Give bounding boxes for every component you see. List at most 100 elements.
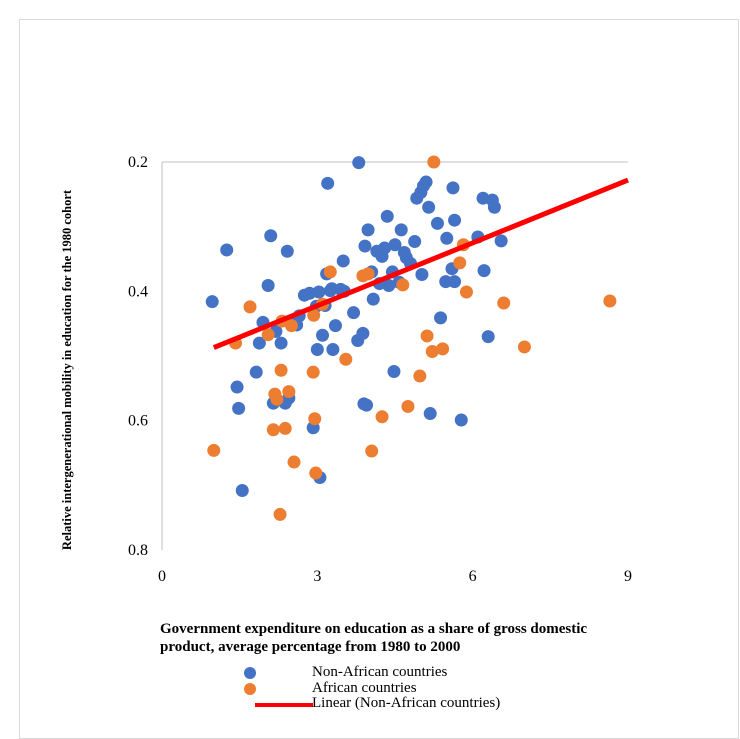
data-point-african (459, 285, 473, 299)
data-point-african (282, 385, 296, 399)
data-point-non-african (388, 238, 402, 252)
x-tick-label: 9 (624, 568, 632, 585)
x-tick-labels: 0 3 6 9 (158, 568, 632, 585)
x-tick-label: 6 (469, 568, 477, 585)
data-point-non-african (280, 244, 294, 258)
data-point-african (603, 294, 617, 308)
data-point-african (497, 296, 511, 310)
data-point-non-african (252, 336, 266, 350)
data-point-non-african (220, 243, 234, 257)
axes (161, 161, 628, 550)
trendline (212, 177, 629, 350)
data-point-non-african (358, 239, 372, 253)
data-point-non-african (312, 285, 326, 299)
data-point-african (274, 363, 288, 377)
data-point-non-african (347, 306, 361, 320)
data-point-non-african (328, 319, 342, 333)
data-point-non-african (481, 330, 495, 344)
data-point-non-african (380, 209, 394, 223)
data-point-non-african (434, 311, 448, 325)
x-tick-label: 3 (313, 568, 321, 585)
data-point-african (284, 319, 298, 333)
data-point-non-african (419, 175, 433, 189)
data-point-non-african (321, 176, 335, 190)
data-point-african (323, 265, 337, 279)
data-point-non-african (205, 295, 219, 309)
data-point-non-african (430, 216, 444, 230)
data-point-african (309, 466, 323, 480)
data-point-african (273, 507, 287, 521)
legend-marker-non-african (244, 667, 256, 679)
data-point-african (339, 352, 353, 366)
y-tick-labels: 0.2 0.4 0.6 0.8 (128, 154, 148, 559)
data-point-african (396, 278, 410, 292)
y-tick-label: 0.8 (128, 542, 148, 559)
scatter-chart: 0.2 0.4 0.6 0.8 0 3 6 9 Relative intergenerati… (60, 154, 632, 585)
data-point-non-african (423, 407, 437, 421)
data-point-non-african (352, 156, 366, 170)
data-point-non-african (274, 336, 288, 350)
data-point-non-african (440, 231, 454, 245)
data-point-african (517, 340, 531, 354)
data-point-non-african (366, 292, 380, 306)
data-point-non-african (336, 254, 350, 268)
data-point-african (278, 421, 292, 435)
data-point-non-african (446, 181, 460, 195)
data-point-non-african (487, 200, 501, 214)
x-axis-label-line2: product, average percentage from 1980 to… (160, 639, 461, 655)
data-point-african (413, 369, 427, 383)
x-axis-label: Government expenditure on education as a… (160, 620, 740, 656)
data-point-non-african (232, 401, 246, 415)
legend-label-non-african: Non-African countries (312, 664, 448, 680)
data-point-non-african (316, 328, 330, 342)
y-tick-label: 0.6 (128, 413, 148, 430)
data-point-non-african (382, 279, 396, 293)
legend-label-trendline: Linear (Non-African countries) (312, 695, 501, 711)
data-point-non-african (361, 223, 375, 237)
data-point-non-african (408, 235, 422, 249)
data-point-african (270, 392, 284, 406)
data-point-non-african (326, 343, 340, 357)
data-point-african (361, 267, 375, 281)
data-point-african (420, 329, 434, 343)
data-point-non-african (356, 326, 370, 340)
y-tick-label: 0.4 (128, 283, 148, 300)
data-point-african (453, 256, 467, 270)
data-point-non-african (494, 234, 508, 248)
data-point-non-african (422, 200, 436, 214)
data-point-african (365, 444, 379, 458)
data-point-african (306, 365, 320, 379)
legend-marker-african (244, 682, 256, 695)
data-point-non-african (360, 398, 374, 412)
data-point-african (243, 300, 257, 314)
data-point-african (436, 342, 450, 356)
data-point-non-african (394, 223, 408, 237)
data-point-non-african (448, 275, 462, 289)
data-point-non-african (415, 268, 429, 282)
legend-marker-trendline (255, 703, 313, 707)
y-tick-label: 0.2 (128, 154, 148, 171)
data-point-non-african (310, 343, 324, 357)
data-point-non-african (454, 413, 468, 427)
data-point-african (425, 344, 439, 358)
data-point-non-african (477, 264, 491, 278)
data-point-african (308, 412, 322, 426)
x-tick-label: 0 (158, 568, 166, 585)
data-point-african (427, 155, 441, 169)
data-point-non-african (235, 484, 249, 498)
data-point-african (307, 308, 321, 322)
data-point-african (207, 443, 221, 457)
y-axis-label: Relative intergenerational mobility in e… (60, 189, 74, 550)
x-axis-label-line1: Government expenditure on education as a… (160, 621, 588, 637)
data-points (205, 155, 617, 521)
data-point-african (375, 410, 389, 424)
legend-label-african: African countries (312, 679, 417, 696)
data-point-non-african (448, 213, 462, 227)
data-point-african (401, 399, 415, 413)
data-point-african (261, 328, 275, 342)
data-point-non-african (387, 365, 401, 379)
data-point-non-african (261, 279, 275, 293)
data-point-non-african (264, 229, 278, 243)
data-point-non-african (249, 365, 263, 379)
data-point-non-african (230, 380, 244, 394)
